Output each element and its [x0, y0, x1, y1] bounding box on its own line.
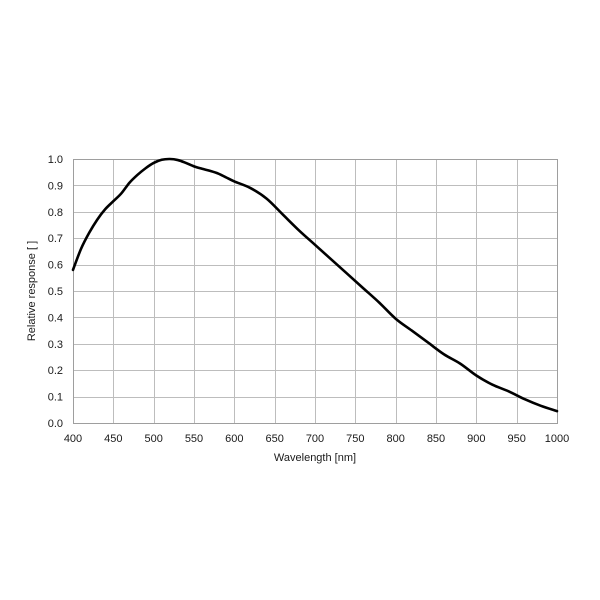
y-axis-label: Relative response [ ] [26, 241, 38, 341]
x-axis-label: Wavelength [nm] [274, 452, 356, 464]
y-tick-label: 0.8 [48, 207, 63, 219]
x-tick-label: 650 [265, 433, 283, 445]
y-tick-label: 0.4 [48, 312, 63, 324]
y-tick-labels: 0.0 0.1 0.2 0.3 0.4 0.5 0.6 0.7 0.8 0.9 1.0 [48, 154, 63, 430]
x-tick-labels: 400 450 500 550 600 650 700 750 800 850 900 950 1000 [64, 433, 569, 445]
x-tick-label: 750 [346, 433, 364, 445]
y-tick-label: 0.6 [48, 260, 63, 272]
x-tick-label: 550 [185, 433, 203, 445]
x-tick-label: 1000 [545, 433, 569, 445]
x-tick-label: 500 [144, 433, 162, 445]
x-tick-label: 450 [104, 433, 122, 445]
y-tick-label: 0.2 [48, 365, 63, 377]
x-tick-label: 800 [386, 433, 404, 445]
y-tick-label: 1.0 [48, 154, 63, 166]
x-tick-label: 400 [64, 433, 82, 445]
x-tick-label: 700 [306, 433, 324, 445]
x-tick-label: 900 [467, 433, 485, 445]
y-tick-label: 0.9 [48, 180, 63, 192]
x-tick-label: 850 [427, 433, 445, 445]
x-tick-label: 600 [225, 433, 243, 445]
y-tick-label: 0.3 [48, 339, 63, 351]
response-curve [71, 157, 559, 413]
plot-area [73, 159, 558, 424]
grid [73, 159, 558, 424]
y-tick-label: 0.7 [48, 233, 63, 245]
x-tick-label: 950 [507, 433, 525, 445]
y-tick-label: 0.1 [48, 392, 63, 404]
series-group [71, 157, 559, 413]
y-tick-label: 0.0 [48, 418, 63, 430]
y-tick-label: 0.5 [48, 286, 63, 298]
